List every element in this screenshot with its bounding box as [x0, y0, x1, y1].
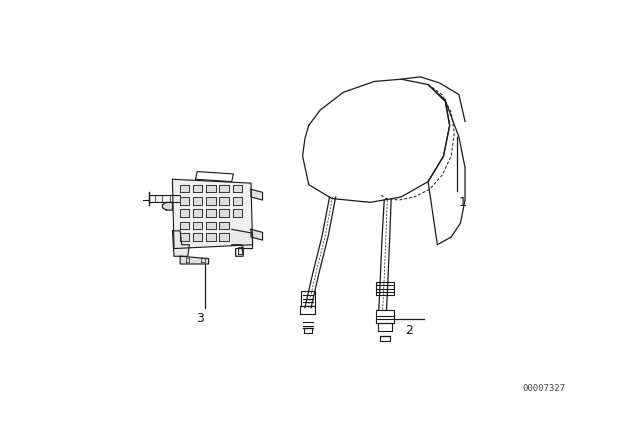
Polygon shape	[193, 185, 202, 192]
Polygon shape	[163, 202, 172, 210]
Polygon shape	[220, 197, 228, 205]
Text: 2: 2	[405, 324, 413, 337]
Polygon shape	[193, 233, 202, 241]
Text: 3: 3	[196, 313, 204, 326]
Polygon shape	[180, 209, 189, 217]
Polygon shape	[220, 185, 228, 192]
Polygon shape	[193, 197, 202, 205]
Polygon shape	[206, 222, 216, 229]
Polygon shape	[251, 189, 262, 200]
Polygon shape	[193, 209, 202, 217]
Polygon shape	[172, 179, 253, 249]
Polygon shape	[251, 229, 262, 240]
Polygon shape	[206, 233, 216, 241]
Polygon shape	[172, 231, 189, 256]
Polygon shape	[180, 256, 209, 264]
Polygon shape	[180, 197, 189, 205]
Text: 00007327: 00007327	[522, 383, 565, 392]
Polygon shape	[180, 185, 189, 192]
Text: 1: 1	[459, 196, 467, 209]
Polygon shape	[220, 233, 228, 241]
Polygon shape	[180, 222, 189, 229]
Polygon shape	[232, 197, 242, 205]
Polygon shape	[232, 209, 242, 217]
Polygon shape	[220, 209, 228, 217]
Polygon shape	[180, 233, 189, 241]
Polygon shape	[193, 222, 202, 229]
Polygon shape	[206, 197, 216, 205]
Polygon shape	[206, 209, 216, 217]
Polygon shape	[206, 185, 216, 192]
Polygon shape	[232, 185, 242, 192]
Polygon shape	[220, 222, 228, 229]
Polygon shape	[232, 229, 253, 256]
